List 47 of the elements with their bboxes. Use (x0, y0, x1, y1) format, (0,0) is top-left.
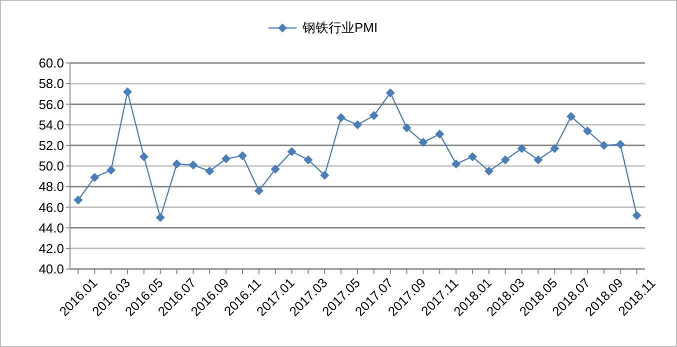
point (74, 195, 83, 204)
y-tick-label: 48.0 (38, 179, 64, 194)
y-tick-label: 54.0 (38, 117, 64, 132)
point (205, 166, 214, 176)
point (172, 159, 182, 168)
point (435, 130, 444, 139)
point (304, 155, 313, 164)
point (550, 144, 560, 153)
point (616, 140, 625, 149)
point (599, 140, 608, 150)
point (418, 138, 428, 147)
y-tick-label: 46.0 (38, 200, 64, 215)
point (270, 164, 280, 174)
point (452, 159, 461, 168)
point (156, 213, 165, 222)
point (287, 147, 296, 156)
point (566, 112, 576, 122)
y-tick-label: 56.0 (38, 96, 64, 112)
point (238, 151, 247, 160)
point (468, 152, 477, 162)
point (369, 111, 378, 120)
y-tick-label: 42.0 (38, 240, 64, 256)
point (90, 172, 100, 182)
point (583, 126, 592, 136)
point (484, 166, 494, 176)
point (402, 123, 412, 132)
y-tick-label: 44.0 (38, 220, 64, 236)
y-tick-label: 40.0 (38, 262, 64, 277)
point (222, 154, 231, 164)
point (336, 113, 346, 122)
y-tick-label: 52.0 (38, 138, 64, 153)
point (139, 152, 148, 162)
point (386, 88, 395, 98)
point (632, 210, 642, 220)
y-tick-label: 58.0 (38, 76, 64, 92)
point (353, 120, 362, 130)
point (254, 186, 264, 196)
y-tick-label: 60.0 (38, 56, 64, 71)
point (517, 144, 526, 153)
y-tick-label: 50.0 (38, 158, 64, 174)
legend-label: 钢铁行业PMI (302, 20, 378, 35)
point (320, 170, 330, 180)
point (188, 160, 198, 170)
point (534, 155, 543, 164)
point (123, 87, 132, 96)
point (106, 166, 116, 175)
point (500, 155, 510, 164)
